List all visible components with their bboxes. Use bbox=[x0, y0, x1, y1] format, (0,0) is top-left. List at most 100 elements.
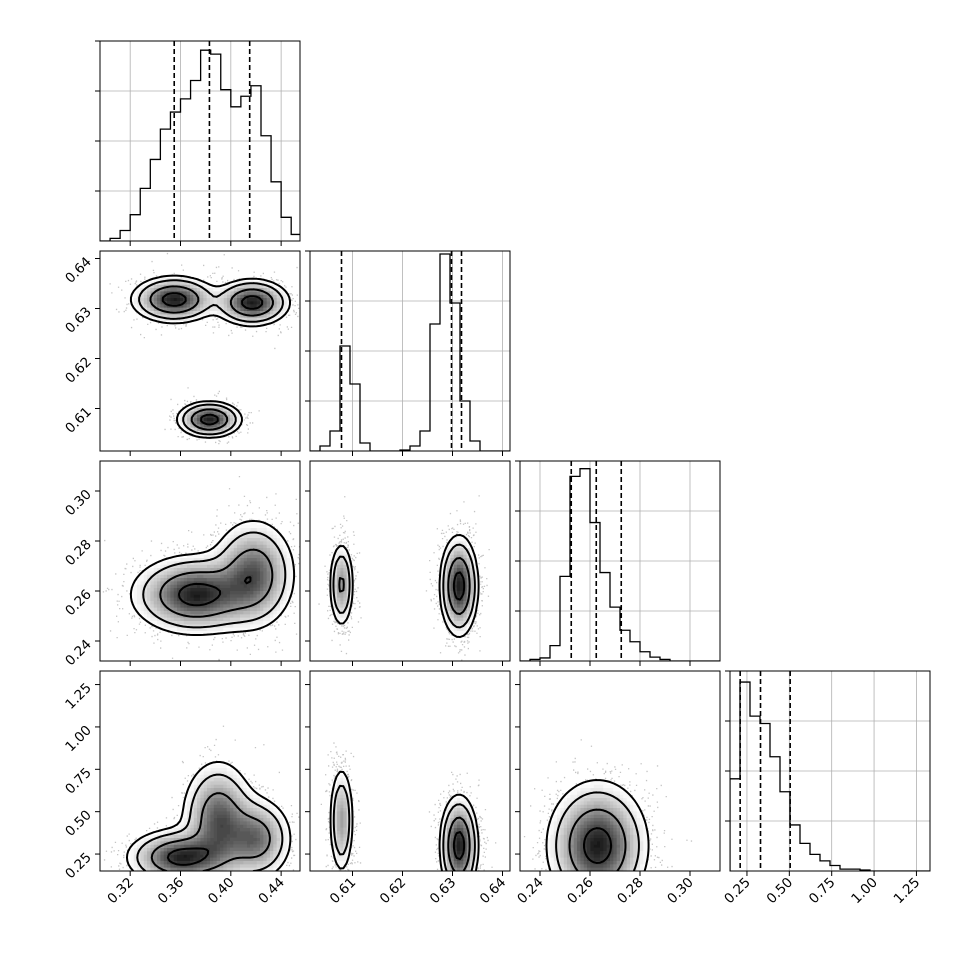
contour-line-2 bbox=[332, 543, 476, 629]
density-shade bbox=[456, 841, 461, 852]
contour-line-1 bbox=[447, 816, 471, 871]
x-tick-label: 0.44 bbox=[255, 875, 288, 908]
density-panel-1-3 bbox=[305, 670, 511, 876]
x-tick-label: 0.64 bbox=[477, 875, 510, 908]
density-shade bbox=[166, 294, 261, 422]
x-tick-label: 0.50 bbox=[764, 875, 797, 908]
density-shade bbox=[566, 804, 631, 871]
x-tick-label: 0.36 bbox=[155, 875, 188, 908]
contour-line-1 bbox=[149, 285, 274, 431]
density-content bbox=[523, 739, 693, 871]
x-tick-label: 1.00 bbox=[848, 875, 881, 908]
contour-line-3 bbox=[545, 779, 650, 871]
panel-frame bbox=[729, 670, 931, 872]
density-shade bbox=[183, 854, 188, 859]
histogram-panel-3 bbox=[725, 670, 931, 876]
histogram-panel-1 bbox=[305, 250, 511, 456]
y-tick-label: 0.63 bbox=[62, 304, 95, 337]
density-shade bbox=[136, 774, 284, 871]
density-shade bbox=[590, 837, 604, 855]
x-tick-label: 0.40 bbox=[205, 875, 238, 908]
density-shade bbox=[166, 557, 268, 612]
density-shade bbox=[456, 577, 464, 595]
contour-line-3 bbox=[329, 770, 480, 871]
density-content bbox=[318, 495, 490, 661]
density-shade bbox=[186, 587, 211, 602]
histogram-steps bbox=[100, 49, 300, 241]
density-shade bbox=[150, 537, 281, 625]
contour-line-0 bbox=[452, 571, 466, 601]
contour-line-0 bbox=[177, 576, 252, 607]
density-content bbox=[320, 742, 497, 871]
density-shade bbox=[166, 817, 231, 869]
density-shade bbox=[456, 581, 461, 592]
density-shade bbox=[140, 777, 281, 871]
y-tick-label: 0.61 bbox=[62, 404, 95, 437]
density-shade bbox=[140, 281, 281, 435]
panel-frame bbox=[99, 460, 301, 662]
y-tick-label: 1.25 bbox=[62, 680, 95, 713]
density-shade bbox=[163, 814, 238, 869]
y-tick-label: 0.62 bbox=[62, 354, 95, 387]
density-shade bbox=[160, 547, 274, 619]
density-shade bbox=[156, 797, 268, 871]
contour-line-2 bbox=[142, 531, 287, 629]
histogram-steps bbox=[310, 253, 510, 451]
density-shade bbox=[450, 564, 464, 609]
panel-frame bbox=[309, 460, 511, 662]
density-shade bbox=[153, 541, 278, 622]
scatter-points bbox=[320, 742, 497, 871]
contour-line-1 bbox=[338, 556, 471, 616]
x-tick-label: 0.75 bbox=[806, 875, 839, 908]
density-shade bbox=[456, 837, 464, 855]
x-tick-label: 0.32 bbox=[104, 875, 137, 908]
density-shade bbox=[453, 831, 464, 862]
histogram-steps bbox=[520, 468, 720, 661]
density-shade bbox=[143, 781, 281, 871]
density-panel-2-3 bbox=[515, 670, 721, 876]
x-tick-label: 0.61 bbox=[327, 875, 360, 908]
density-shade bbox=[173, 567, 261, 609]
density-shade bbox=[453, 571, 464, 602]
y-tick-label: 0.24 bbox=[62, 637, 95, 670]
density-shade bbox=[150, 541, 281, 622]
density-panel-0-3 bbox=[95, 670, 301, 876]
contour-line-3 bbox=[129, 274, 291, 439]
y-tick-label: 0.28 bbox=[62, 537, 95, 570]
contour-line-0 bbox=[452, 831, 466, 861]
density-shade bbox=[170, 561, 264, 612]
density-shade bbox=[453, 834, 464, 855]
density-panel-0-2 bbox=[95, 460, 301, 666]
contour-line-1 bbox=[568, 808, 627, 871]
panel-frame bbox=[99, 670, 301, 872]
y-tick-label: 1.00 bbox=[62, 722, 95, 755]
density-shade bbox=[160, 801, 264, 871]
density-panel-0-1 bbox=[95, 250, 301, 456]
density-shade bbox=[163, 811, 258, 869]
y-tick-label: 0.75 bbox=[62, 765, 95, 798]
contour-line-0 bbox=[161, 292, 264, 426]
density-shade bbox=[586, 831, 611, 862]
contour-line-2 bbox=[555, 791, 640, 871]
density-shade bbox=[133, 767, 288, 871]
contour-line-2 bbox=[138, 279, 284, 436]
density-shade bbox=[333, 777, 478, 869]
contour-line-2 bbox=[136, 773, 284, 871]
density-content bbox=[102, 476, 300, 661]
x-tick-label: 0.63 bbox=[427, 875, 460, 908]
density-shade bbox=[163, 551, 271, 615]
y-tick-label: 0.50 bbox=[62, 807, 95, 840]
panel-frame bbox=[99, 40, 301, 242]
contour-line-0 bbox=[166, 847, 210, 866]
contour-line-0 bbox=[582, 827, 613, 864]
density-shade bbox=[193, 594, 201, 599]
panel-frame bbox=[519, 670, 721, 872]
density-shade bbox=[590, 834, 608, 859]
density-shade bbox=[136, 277, 288, 435]
panel-frame bbox=[309, 250, 511, 452]
histogram-panel-2 bbox=[515, 460, 721, 666]
contour-line-3 bbox=[329, 533, 480, 639]
density-shade bbox=[190, 591, 208, 602]
contour-line-3 bbox=[129, 519, 296, 637]
